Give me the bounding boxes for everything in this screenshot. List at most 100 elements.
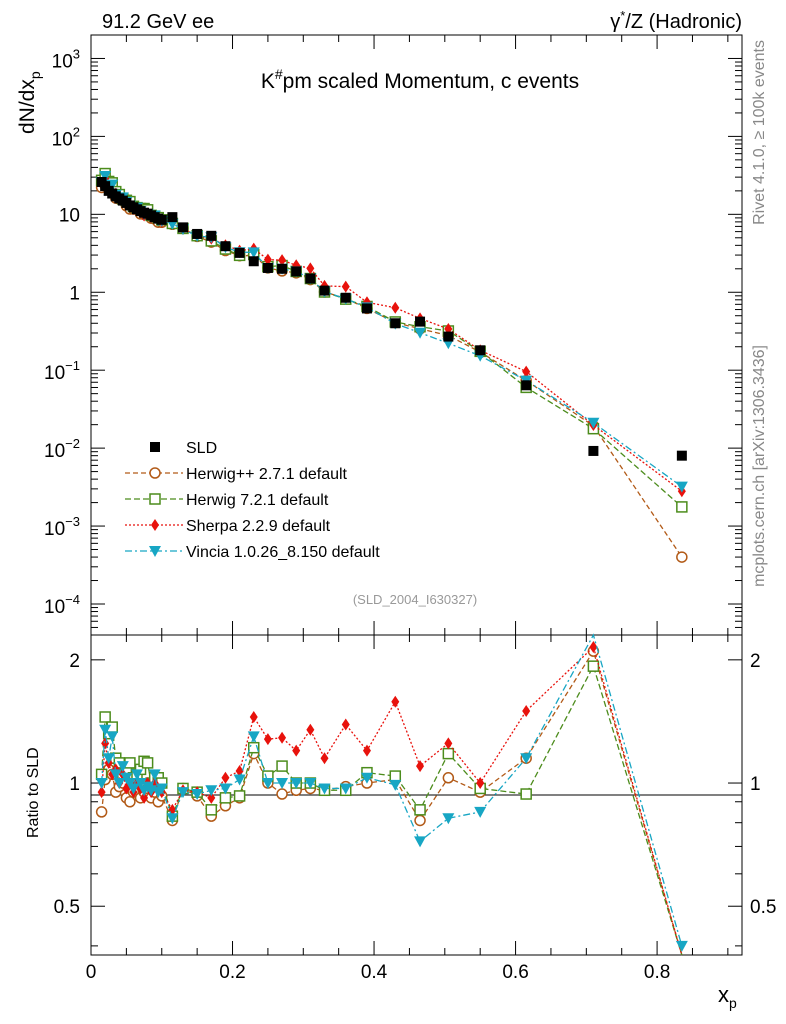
y-tick-label-top: 10 [59, 205, 80, 226]
legend-marker-2 [151, 519, 159, 531]
y-tick-label-top: 103 [52, 46, 80, 72]
rivet-label: Rivet 4.1.0, ≥ 100k events [751, 40, 768, 225]
legend-marker-sld [150, 442, 160, 452]
x-axis-ticks: 0 0.2 0.4 0.6 0.8 [86, 35, 729, 983]
legend-label-sld: SLD [186, 440, 217, 457]
y-axis-label-ratio: Ratio to SLD [25, 747, 42, 838]
data-point-top [177, 222, 188, 233]
series-point-ratio-3 [130, 769, 143, 781]
series-point-ratio-2 [522, 704, 531, 717]
series-point-ratio-0 [95, 806, 108, 818]
y-tick-label-ratio-left: 1 [69, 774, 80, 795]
series-point-ratio-1 [205, 804, 218, 816]
y-tick-label-top: 10−4 [44, 592, 80, 618]
data-point-top [262, 262, 273, 273]
legend-marker-3 [149, 546, 161, 557]
series-point-ratio-2 [263, 733, 272, 746]
data-point-top [676, 450, 687, 461]
series-point-top-3 [414, 327, 427, 339]
series-point-ratio-2 [444, 737, 453, 750]
y-tick-label-top: 1 [69, 283, 80, 304]
series-point-top-2 [341, 280, 350, 293]
series-point-top-0 [676, 551, 688, 563]
series-point-ratio-3 [148, 769, 161, 781]
series-point-ratio-3 [99, 724, 112, 736]
series-point-top-2 [522, 365, 531, 378]
series-point-ratio-3 [205, 785, 218, 797]
series-point-top-3 [247, 247, 260, 259]
series-point-ratio-1 [442, 747, 455, 760]
legend-marker-1 [149, 493, 161, 505]
series-point-ratio-3 [389, 779, 402, 791]
series-point-ratio-3 [109, 769, 122, 781]
series-point-ratio-1 [587, 660, 600, 672]
series-point-ratio-3 [219, 783, 232, 795]
series-line-ratio-2 [100, 645, 683, 956]
series-point-ratio-3 [106, 731, 119, 743]
series-point-ratio-0 [414, 814, 426, 827]
header-right: γ*/Z (Hadronic) [610, 8, 742, 33]
series-point-ratio-3 [233, 774, 246, 786]
series-line-ratio-0 [100, 649, 683, 956]
series-point-ratio-2 [207, 791, 216, 804]
y-tick-label-ratio-right: 2 [750, 651, 761, 672]
y-tick-label-ratio-left: 2 [69, 651, 80, 672]
y-tick-label-top: 10−3 [44, 514, 80, 540]
data-point-top [361, 303, 372, 314]
series-point-top-2 [278, 254, 287, 267]
series-point-ratio-1 [520, 788, 532, 800]
series-point-ratio-3 [304, 778, 317, 790]
data-point-top [415, 316, 426, 327]
series-point-ratio-2 [391, 695, 400, 708]
series-point-ratio-2 [97, 786, 106, 799]
y-tick-label-ratio-right: 1 [750, 774, 761, 795]
series-point-ratio-2 [140, 791, 149, 804]
series-point-ratio-0 [442, 772, 455, 784]
data-point-top [220, 241, 231, 252]
legend-label-0: Herwig++ 2.7.1 default [186, 466, 348, 483]
legend-label-1: Herwig 7.2.1 default [186, 492, 329, 509]
legend: SLD Herwig++ 2.7.1 default Herwig 7.2.1 de… [125, 440, 380, 561]
series-point-ratio-3 [176, 787, 189, 799]
series-point-ratio-2 [362, 744, 371, 757]
series-point-ratio-2 [292, 744, 301, 757]
x-tick-label: 0.6 [502, 962, 528, 983]
x-tick-label: 0 [86, 962, 97, 983]
series-point-top-3 [587, 417, 600, 429]
series-point-ratio-2 [416, 760, 425, 773]
series-point-ratio-3 [276, 778, 289, 790]
series-point-ratio-3 [318, 783, 331, 795]
series-point-ratio-1 [276, 760, 288, 772]
series-point-ratio-2 [341, 718, 350, 731]
series-point-ratio-3 [127, 783, 140, 795]
data-point-top [234, 247, 245, 258]
series-point-top-2 [306, 262, 315, 275]
top-data-layer [96, 176, 687, 461]
series-point-ratio-1 [389, 770, 402, 782]
y-tick-label-ratio-left: 0.5 [54, 897, 80, 918]
ratio-axis-ticks: 2 2 1 1 0.5 0.5 [54, 651, 776, 947]
ratio-series-layer [95, 633, 688, 956]
data-point-top [521, 380, 532, 391]
data-point-top [340, 292, 351, 303]
y-tick-label-ratio-right: 0.5 [750, 897, 776, 918]
series-point-ratio-3 [675, 940, 688, 952]
series-point-ratio-3 [442, 813, 455, 825]
x-tick-label: 0.2 [219, 962, 245, 983]
data-point-top [475, 345, 486, 356]
series-point-ratio-2 [320, 752, 329, 765]
series-point-ratio-3 [113, 778, 126, 790]
legend-marker-0 [149, 467, 161, 479]
series-point-top-3 [675, 481, 688, 493]
series-point-ratio-3 [360, 772, 373, 784]
data-point-top [167, 212, 178, 223]
series-point-ratio-3 [191, 789, 204, 801]
series-point-ratio-2 [589, 640, 598, 653]
data-point-top [156, 214, 167, 225]
series-point-ratio-3 [116, 761, 129, 773]
data-point-top [277, 263, 288, 274]
series-point-ratio-3 [290, 778, 303, 790]
data-point-top [305, 273, 316, 284]
